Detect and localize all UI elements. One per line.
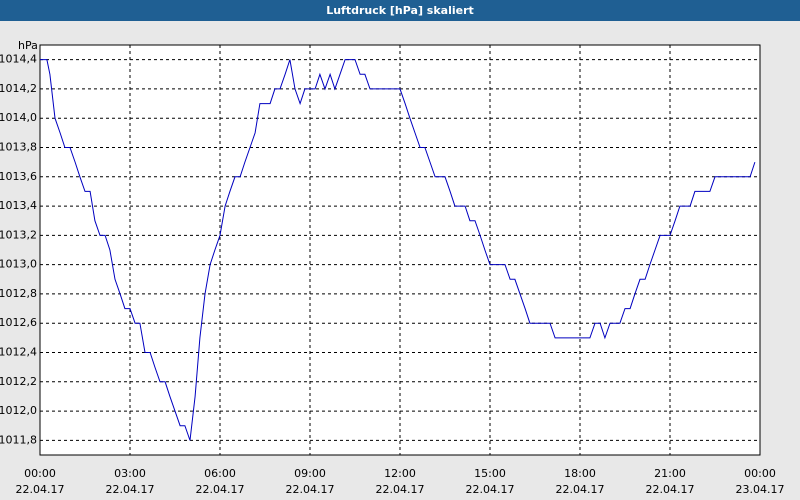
y-tick-label: 1012,0 [0, 404, 37, 417]
y-tick-label: 1014,2 [0, 82, 37, 95]
x-tick-label: 18:00 [564, 467, 596, 480]
x-tick-date: 22.04.17 [376, 483, 425, 496]
x-tick-label: 12:00 [384, 467, 416, 480]
chart-title: Luftdruck [hPa] skaliert [326, 4, 474, 17]
y-tick-label: 1013,2 [0, 228, 37, 241]
x-tick-label: 03:00 [114, 467, 146, 480]
y-tick-label: 1013,6 [0, 170, 37, 183]
y-tick-label: 1014,4 [0, 53, 37, 66]
line [40, 59, 756, 441]
y-unit: hPa [18, 39, 38, 52]
y-tick-label: 1013,8 [0, 141, 37, 154]
title-bar [0, 0, 800, 21]
y-tick-label: 1012,8 [0, 287, 37, 300]
plot-border [39, 44, 761, 456]
x-tick-label: 00:00 [744, 467, 776, 480]
x-tick-date: 22.04.17 [466, 483, 515, 496]
x-tick-date: 22.04.17 [556, 483, 605, 496]
y-tick-label: 1012,2 [0, 375, 37, 388]
x-tick-label: 00:00 [24, 467, 56, 480]
x-tick-date: 23.04.17 [736, 483, 785, 496]
x-tick-label: 15:00 [474, 467, 506, 480]
x-tick-label: 21:00 [654, 467, 686, 480]
x-tick-label: 06:00 [204, 467, 236, 480]
x-tick-date: 22.04.17 [106, 483, 155, 496]
x-tick-date: 22.04.17 [16, 483, 65, 496]
y-tick-label: 1014,0 [0, 111, 37, 124]
y-tick-label: 1011,8 [0, 433, 37, 446]
x-tick-date: 22.04.17 [286, 483, 335, 496]
y-tick-label: 1013,4 [0, 199, 37, 212]
y-tick-label: 1013,0 [0, 258, 37, 271]
y-tick-label: 1012,4 [0, 346, 37, 359]
y-tick-label: 1012,6 [0, 316, 37, 329]
x-tick-label: 09:00 [294, 467, 326, 480]
x-tick-date: 22.04.17 [646, 483, 695, 496]
x-tick-date: 22.04.17 [196, 483, 245, 496]
